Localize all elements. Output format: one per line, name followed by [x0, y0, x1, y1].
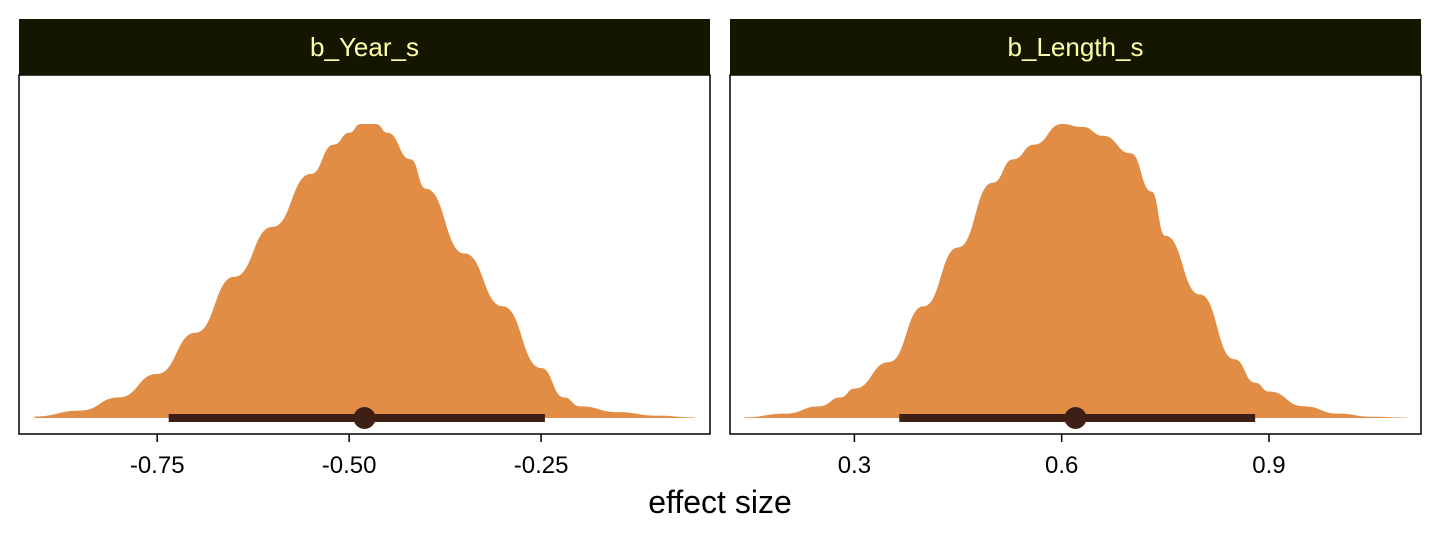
point-estimate — [1064, 407, 1087, 429]
x-tick-label: -0.50 — [322, 452, 377, 479]
x-tick-label: -0.75 — [130, 452, 185, 479]
facet-panels: b_Year_s -0.75 -0.50 -0.25 b_Length_s 0.3 0.6 0… — [18, 19, 1422, 479]
x-tick-label: 0.9 — [1252, 452, 1285, 479]
x-tick-label: -0.25 — [514, 452, 569, 479]
strip-background — [730, 19, 1421, 75]
facet-panel-2: b_Length_s 0.3 0.6 0.9 — [729, 19, 1422, 479]
point-estimate — [353, 407, 376, 429]
density-area — [743, 124, 1408, 418]
strip-background — [19, 19, 710, 75]
density-area — [34, 124, 695, 418]
strip-label: b_Length_s — [1008, 32, 1144, 62]
x-tick-label: 0.6 — [1045, 452, 1078, 479]
strip-label: b_Year_s — [310, 32, 419, 62]
x-axis-title: effect size — [648, 484, 791, 520]
x-tick-label: 0.3 — [838, 452, 871, 479]
facet-panel-1: b_Year_s -0.75 -0.50 -0.25 — [18, 19, 711, 479]
